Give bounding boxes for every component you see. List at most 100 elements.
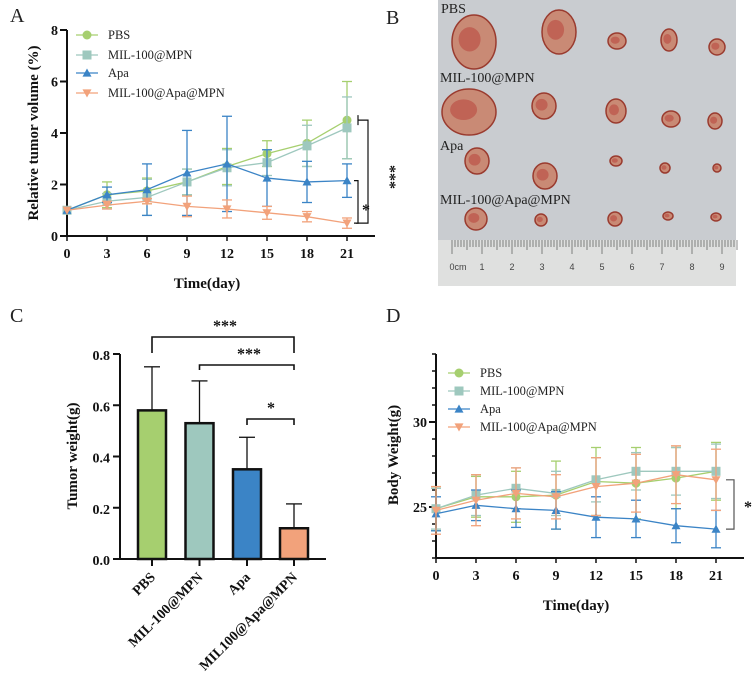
tumor-highlight — [468, 153, 481, 166]
y-tick-label: 0.4 — [93, 452, 111, 467]
significance-bracket — [246, 418, 295, 425]
marker-triangle-down — [671, 471, 681, 480]
legend-label: Apa — [480, 402, 501, 416]
legend-label: MIL-100@Apa@MPN — [480, 420, 597, 434]
series-mil-100-apa-mpn — [62, 195, 352, 229]
y-tick-label: 0 — [51, 230, 58, 245]
significance-bracket — [356, 119, 369, 224]
ruler-label: 6 — [629, 262, 634, 272]
legend-label: MIL-100@MPN — [480, 384, 564, 398]
x-tick-label: 12 — [589, 569, 603, 584]
series-line — [66, 163, 348, 211]
body-weight-chart: Body Weight(g) Time(day) 0 3 6 9 12 15 18 21 25 3… — [386, 353, 752, 614]
x-axis-title: Time(day) — [543, 598, 609, 614]
photo-label-mil-mpn: MIL-100@MPN — [440, 71, 535, 86]
significance-label: * — [362, 202, 370, 219]
marker-triangle-down — [62, 206, 72, 215]
tumor-volume-chart: Relative tumor volume (%) Time(day) 0 3 6 9… — [26, 24, 398, 292]
marker-triangle-up — [342, 176, 352, 185]
marker-triangle-down — [142, 197, 152, 206]
significance-bracket — [151, 336, 295, 353]
marker-triangle-up — [182, 168, 192, 177]
significance-bracket — [354, 180, 359, 224]
photo-label-apa: Apa — [440, 139, 464, 154]
tumor-highlight — [714, 165, 719, 170]
tumor-highlight — [611, 158, 618, 163]
marker-triangle-down — [302, 213, 312, 222]
photo-label-pbs: PBS — [441, 2, 466, 17]
ruler-label: 7 — [659, 262, 664, 272]
legend-label: PBS — [480, 366, 502, 380]
y-tick-label: 0.6 — [93, 400, 111, 415]
tumor-highlight — [458, 27, 481, 52]
x-tick-label: 9 — [184, 247, 191, 262]
panel-label-c: C — [10, 305, 23, 327]
x-tick-label: MIL100@Apa@MPN — [197, 570, 301, 674]
tumor-weight-chart: Tumor weight(g) 0.00.20.40.60.8PBSMIL-10… — [65, 318, 326, 674]
marker-square — [302, 141, 312, 151]
tumor-highlight — [536, 168, 549, 181]
tumor-highlight — [661, 165, 667, 170]
x-tick-label: 0 — [433, 569, 440, 584]
marker-circle — [82, 30, 92, 40]
tumor-photo: 0cm 1 2 3 4 5 6 7 8 9 PBS MIL-100@MPN Apa MIL-100@Apa… — [438, 0, 738, 286]
marker-triangle-down — [631, 479, 641, 488]
x-tick-label: 3 — [473, 569, 480, 584]
tumor-highlight — [547, 19, 565, 40]
ruler-label: 0cm — [449, 262, 466, 272]
series-mil-100-mpn — [431, 443, 721, 530]
significance-label: * — [744, 499, 752, 516]
legend-label: MIL-100@MPN — [108, 48, 192, 62]
ruler-label: 5 — [599, 262, 604, 272]
marker-triangle-up — [671, 521, 681, 530]
tumor-highlight — [536, 216, 543, 223]
bar — [231, 468, 263, 561]
marker-triangle-down — [511, 489, 521, 498]
marker-triangle-down — [262, 209, 272, 218]
y-axis-title: Relative tumor volume (%) — [26, 45, 42, 220]
marker-circle — [454, 368, 464, 378]
x-tick-label: 3 — [104, 247, 111, 262]
x-tick-label: 15 — [629, 569, 643, 584]
marker-triangle-up — [142, 185, 152, 194]
legend-label: Apa — [108, 66, 129, 80]
series-line — [435, 504, 717, 530]
marker-triangle-up — [82, 68, 92, 77]
significance-bracket — [198, 364, 295, 370]
marker-triangle-up — [222, 159, 232, 168]
y-tick-label: 0.8 — [93, 349, 111, 364]
tumor-highlight — [663, 33, 672, 44]
x-tick-label: PBS — [130, 570, 159, 599]
x-tick-label: 21 — [709, 569, 723, 584]
tumor-highlight — [710, 116, 718, 124]
series-line — [66, 200, 348, 224]
ruler-label: 8 — [689, 262, 694, 272]
ruler-label: 2 — [509, 262, 514, 272]
x-tick-label: 21 — [340, 247, 354, 262]
marker-square — [82, 50, 92, 60]
marker-square — [342, 123, 352, 133]
x-tick-label: 6 — [144, 247, 151, 262]
y-tick-label: 0.2 — [93, 503, 111, 518]
marker-triangle-up — [102, 190, 112, 199]
marker-square — [454, 386, 464, 396]
marker-triangle-up — [631, 514, 641, 523]
y-tick-label: 8 — [51, 24, 58, 39]
marker-triangle-down — [471, 496, 481, 505]
marker-triangle-down — [222, 205, 232, 214]
x-axis-title: Time(day) — [174, 276, 240, 292]
marker-triangle-down — [431, 506, 441, 515]
y-tick-label: 2 — [51, 179, 58, 194]
marker-triangle-down — [102, 201, 112, 210]
tumor-highlight — [711, 42, 720, 50]
series-line — [435, 470, 717, 510]
panel-label-a: A — [10, 5, 25, 27]
marker-triangle-down — [711, 476, 721, 485]
x-tick-label: 18 — [669, 569, 683, 584]
tumor-highlight — [450, 99, 478, 121]
marker-triangle-down — [551, 493, 561, 502]
y-tick-label: 6 — [51, 76, 58, 91]
marker-triangle-up — [262, 173, 272, 182]
marker-triangle-down — [591, 483, 601, 492]
y-axis-title: Tumor weight(g) — [65, 402, 81, 509]
